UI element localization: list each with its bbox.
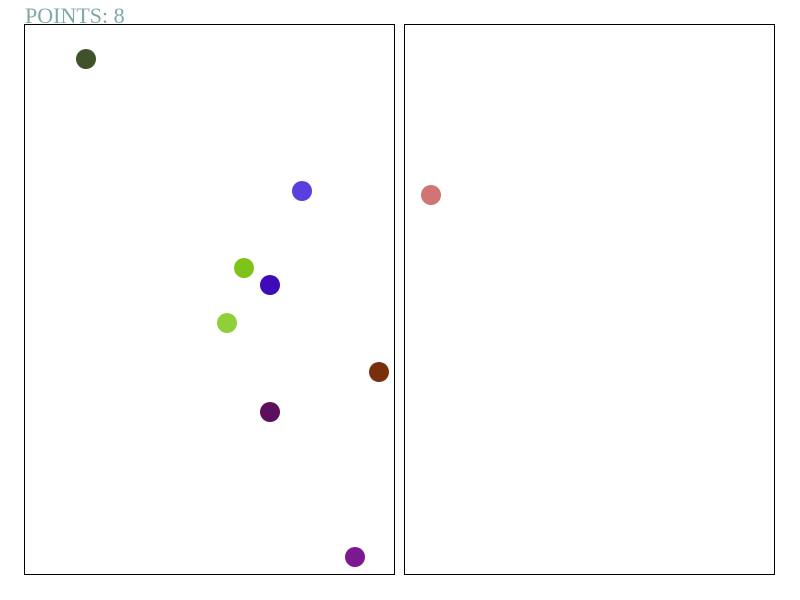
dot-dark-olive[interactable] (76, 49, 96, 69)
right-play-area[interactable] (404, 24, 775, 575)
dot-plum[interactable] (260, 402, 280, 422)
dot-purple[interactable] (345, 547, 365, 567)
points-counter: POINTS: 8 (25, 3, 125, 28)
dot-brown[interactable] (369, 362, 389, 382)
dot-lime-green[interactable] (234, 258, 254, 278)
dot-light-green[interactable] (217, 313, 237, 333)
dot-blue-violet[interactable] (292, 181, 312, 201)
dot-rose[interactable] (421, 185, 441, 205)
dot-indigo[interactable] (260, 275, 280, 295)
left-play-area[interactable] (24, 24, 395, 575)
